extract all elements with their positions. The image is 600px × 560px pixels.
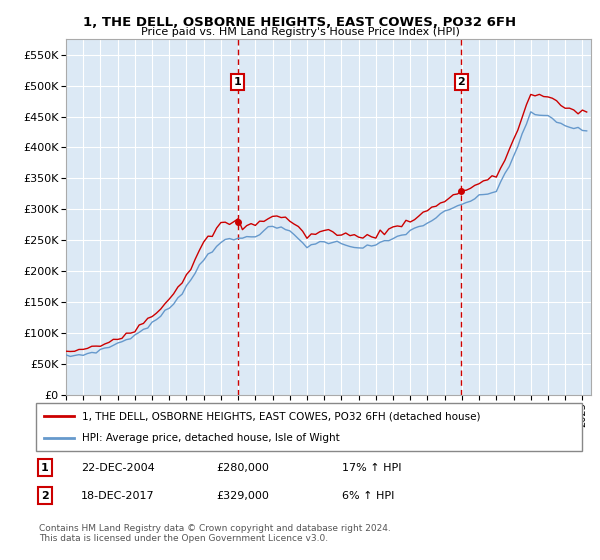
Text: £329,000: £329,000	[216, 491, 269, 501]
Text: 1, THE DELL, OSBORNE HEIGHTS, EAST COWES, PO32 6FH (detached house): 1, THE DELL, OSBORNE HEIGHTS, EAST COWES…	[82, 411, 481, 421]
Text: 1: 1	[41, 463, 49, 473]
FancyBboxPatch shape	[36, 403, 582, 451]
Text: £280,000: £280,000	[216, 463, 269, 473]
Text: 2: 2	[41, 491, 49, 501]
Text: 6% ↑ HPI: 6% ↑ HPI	[342, 491, 394, 501]
Text: Price paid vs. HM Land Registry's House Price Index (HPI): Price paid vs. HM Land Registry's House …	[140, 27, 460, 37]
Text: 17% ↑ HPI: 17% ↑ HPI	[342, 463, 401, 473]
Text: 22-DEC-2004: 22-DEC-2004	[81, 463, 155, 473]
Text: 1, THE DELL, OSBORNE HEIGHTS, EAST COWES, PO32 6FH: 1, THE DELL, OSBORNE HEIGHTS, EAST COWES…	[83, 16, 517, 29]
Text: HPI: Average price, detached house, Isle of Wight: HPI: Average price, detached house, Isle…	[82, 433, 340, 443]
Text: 18-DEC-2017: 18-DEC-2017	[81, 491, 155, 501]
Text: 2: 2	[458, 77, 465, 87]
Text: Contains HM Land Registry data © Crown copyright and database right 2024.
This d: Contains HM Land Registry data © Crown c…	[39, 524, 391, 543]
Text: 1: 1	[234, 77, 241, 87]
